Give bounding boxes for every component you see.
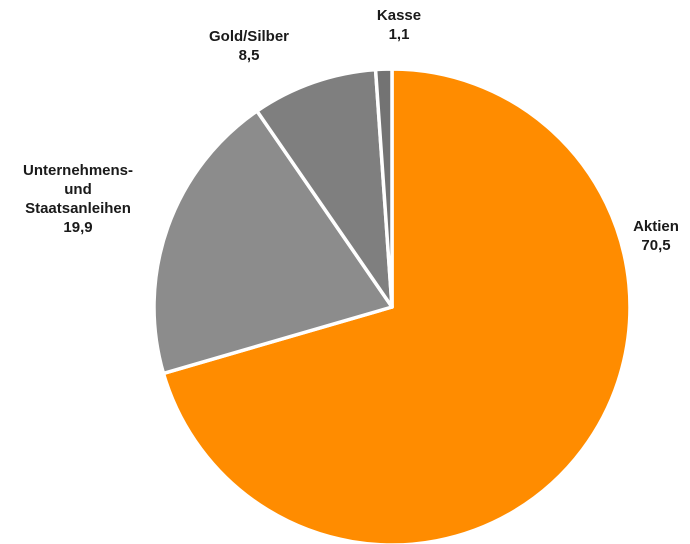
slice-value-label: 70,5 xyxy=(641,237,670,254)
slice-value-label: 8,5 xyxy=(239,47,260,64)
slice-value-label: 19,9 xyxy=(63,219,92,236)
pie-slices xyxy=(152,67,632,544)
slice-value-label: 1,1 xyxy=(389,26,410,43)
slice-category-label: und xyxy=(64,181,92,198)
slice-category-label: Kasse xyxy=(377,7,421,24)
slice-category-label: Gold/Silber xyxy=(209,28,289,45)
slice-category-label: Unternehmens- xyxy=(23,162,133,179)
slice-label-kasse: Kasse 1,1 xyxy=(377,7,421,43)
pie-slice-kasse xyxy=(373,67,394,309)
slice-category-label: Staatsanleihen xyxy=(25,200,131,217)
slice-category-label: Aktien xyxy=(633,218,679,235)
slice-label-unternehmens-und-staatsanleihen: Unternehmens-und Staatsanleihen 19,9 xyxy=(23,162,133,236)
pie-slice-unternehmens-und-staatsanleihen xyxy=(152,109,394,376)
pie-labels: Aktien 70,5 Unternehmens-und Staatsanleihen… xyxy=(23,7,679,254)
pie-slice-aktien xyxy=(161,67,632,544)
slice-label-aktien: Aktien 70,5 xyxy=(633,218,679,254)
slice-label-gold-silber: Gold/Silber 8,5 xyxy=(209,28,289,64)
pie-slice-gold-silber xyxy=(255,67,394,309)
